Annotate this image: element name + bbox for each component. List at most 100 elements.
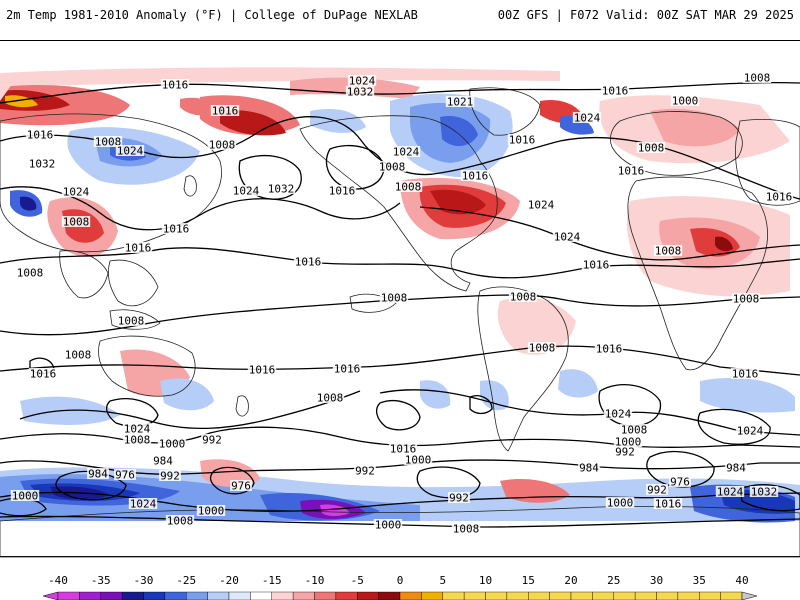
isobar-label: 992: [449, 492, 469, 505]
colorbar-legend: -40 -35 -30 -25 -20 -15 -10 -5 0 5 10 15 20 25 30 35 40: [0, 560, 800, 600]
pacific-islands-outline: [349, 293, 397, 313]
anomaly-region-45: [320, 504, 350, 516]
colorbar-swatch: [250, 591, 272, 600]
isobar-label: 1008: [63, 216, 90, 229]
isobar-label-bg: [749, 486, 779, 497]
isobar-label: 1008: [655, 245, 682, 258]
isobar-label: 1016: [655, 498, 682, 511]
anomaly-region-7: [180, 97, 215, 116]
isobar-label: 1016: [766, 191, 793, 204]
isobar-label-bg: [614, 446, 636, 457]
isobar-label: 1032: [347, 86, 374, 99]
isobar-label-bg: [63, 349, 93, 360]
isobar-label-bg: [230, 480, 252, 491]
isobar-label-bg: [670, 95, 700, 106]
isobar-label: 1024: [63, 186, 90, 199]
isobar-label-bg: [730, 368, 760, 379]
isobar-label: 984: [153, 455, 173, 468]
isobar-label: 1008: [317, 392, 344, 405]
colorbar-tick-label: -40: [48, 574, 68, 587]
colorbar-tick-label: 35: [693, 574, 706, 587]
isobar-label-bg: [266, 183, 296, 194]
colorbar-swatch: [228, 591, 251, 600]
colorbar-swatch: [528, 591, 550, 600]
isobar-label: 1024: [528, 199, 555, 212]
anomaly-region-12: [20, 196, 37, 211]
isobar-contour-8: [379, 389, 800, 436]
isobar-label-bg: [196, 505, 226, 516]
isobar-contour-7: [19, 390, 361, 430]
colorbar-swatch: [57, 591, 80, 600]
isobar-label-bg: [10, 490, 40, 501]
isobar-label: 1008: [529, 342, 556, 355]
colorbar-swatch: [378, 591, 401, 600]
isobar-label: 1024: [117, 145, 144, 158]
isobar-label-bg: [27, 158, 57, 169]
colorbar-swatch: [570, 591, 593, 600]
anomaly-region-30: [497, 297, 576, 355]
isobar-label: 1016: [390, 443, 417, 456]
isobar-label-bg: [731, 293, 761, 304]
anomaly-region-17: [440, 115, 478, 147]
isobar-label: 1000: [375, 519, 402, 532]
colorbar-scale: -40 -35 -30 -25 -20 -15 -10 -5 0 5 10 15 20 25 30 35 40: [42, 574, 758, 600]
southeast-asia-outline: [108, 259, 159, 307]
colorbar-tick-label: 40: [735, 574, 748, 587]
isobar-label: 1016: [30, 368, 57, 381]
colorbar-swatch: [100, 591, 123, 600]
australia-outline: [98, 335, 196, 397]
isobar-label: 1016: [462, 170, 489, 183]
colorbar-tick-label: -15: [262, 574, 282, 587]
isobar-label: 992: [160, 470, 180, 483]
antarctica-outline: [0, 506, 800, 558]
colorbar-tick-label: 15: [522, 574, 535, 587]
colorbar-tick-label: -10: [305, 574, 325, 587]
isobar-label-bg: [61, 216, 91, 227]
colorbar-swatch: [121, 591, 144, 600]
isobar-label-bg: [122, 434, 152, 445]
isobar-label-bg: [207, 139, 237, 150]
isobar-label-bg: [15, 267, 45, 278]
isobar-label-bg: [578, 462, 600, 473]
isobar-label-bg: [605, 497, 635, 508]
colorbar-swatch: [143, 591, 166, 600]
colorbar-swatch: [699, 591, 721, 600]
isobar-label: 1008: [453, 523, 480, 536]
colorbar-swatch: [335, 591, 358, 600]
anomaly-region-18: [310, 108, 366, 133]
isobar-label: 976: [231, 480, 251, 493]
colorbar-swatch: [186, 591, 208, 600]
anomaly-region-0: [0, 67, 560, 87]
isobar-label: 1016: [162, 79, 189, 92]
north-america-outline: [299, 115, 498, 292]
isobar-label: 984: [726, 462, 746, 475]
isobar-label: 1000: [12, 490, 39, 503]
isobar-label-bg: [373, 519, 403, 530]
isobar-label-bg: [460, 170, 490, 181]
isobar-contour-3: [419, 206, 800, 261]
isobar-label: 1016: [732, 368, 759, 381]
anomaly-region-21: [430, 189, 486, 215]
isobar-label: 1008: [209, 139, 236, 152]
south-america-outline: [477, 286, 569, 452]
isobar-label-bg: [122, 423, 152, 434]
colorbar-swatch: [271, 591, 294, 600]
isobar-label: 1016: [583, 259, 610, 272]
isobar-label: 1032: [751, 486, 778, 499]
isobar-contour-19: [646, 450, 715, 488]
isobar-label: 1008: [744, 72, 771, 85]
isobar-label-bg: [572, 112, 602, 123]
isobar-label: 1024: [737, 425, 764, 438]
isobar-label: 1024: [574, 112, 601, 125]
colorbar-swatch: [357, 591, 379, 600]
isobar-label: 1016: [334, 363, 361, 376]
isobar-label-bg: [379, 292, 409, 303]
isobar-label-bg: [636, 142, 666, 153]
isobar-label-bg: [210, 105, 240, 116]
isobar-label: 984: [88, 468, 108, 481]
colorbar-swatch: [720, 591, 743, 600]
isobar-label: 1008: [124, 434, 151, 447]
isobar-label-bg: [377, 161, 407, 172]
map-canvas: 1016 102410321016102110161000100810161008…: [0, 67, 800, 558]
isobar-label-bg: [157, 438, 187, 449]
